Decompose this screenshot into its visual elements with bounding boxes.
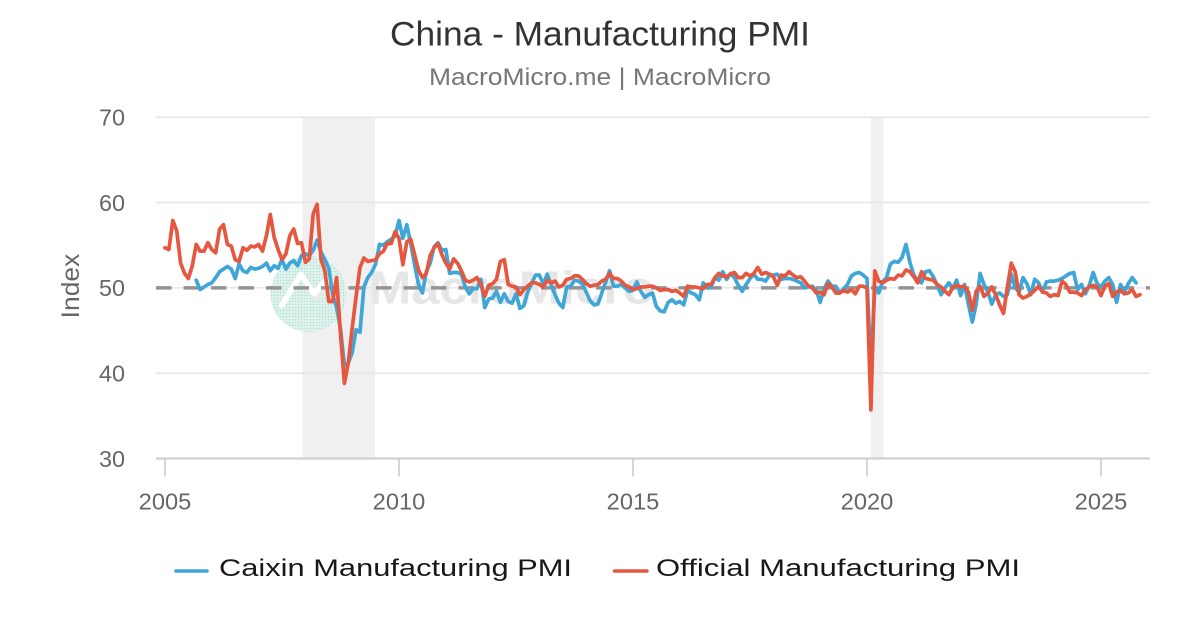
svg-text:30: 30 xyxy=(99,446,125,472)
svg-text:40: 40 xyxy=(99,361,125,387)
svg-text:60: 60 xyxy=(99,190,125,216)
svg-text:MacroMicro.me | MacroMicro: MacroMicro.me | MacroMicro xyxy=(429,64,771,91)
svg-text:China - Manufacturing PMI: China - Manufacturing PMI xyxy=(390,15,810,53)
svg-text:Caixin Manufacturing PMI: Caixin Manufacturing PMI xyxy=(219,555,572,582)
svg-text:Index: Index xyxy=(57,253,85,318)
svg-text:2010: 2010 xyxy=(373,488,426,514)
svg-text:2005: 2005 xyxy=(139,488,192,514)
svg-text:50: 50 xyxy=(99,275,125,301)
svg-text:70: 70 xyxy=(99,105,125,131)
svg-text:2025: 2025 xyxy=(1075,488,1128,514)
svg-text:2015: 2015 xyxy=(607,488,660,514)
svg-text:2020: 2020 xyxy=(841,488,894,514)
svg-text:Official Manufacturing PMI: Official Manufacturing PMI xyxy=(656,555,1020,582)
